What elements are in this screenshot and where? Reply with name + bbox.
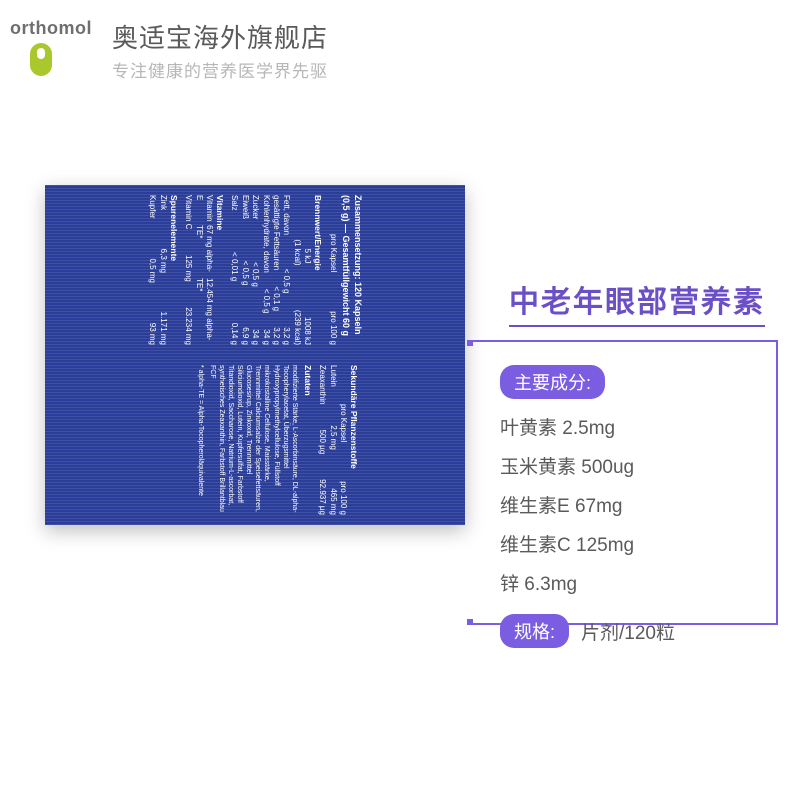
ingredient-item: 维生素E 67mg xyxy=(500,491,730,518)
ingredients-panel: 主要成分: 叶黄素 2.5mg 玉米黄素 500ug 维生素E 67mg 维生素… xyxy=(500,365,730,648)
trace-header: Spurenelemente xyxy=(168,195,179,345)
brand-name: orthomol xyxy=(10,18,92,39)
zutaten-text: modifizierte Stärke, L-Ascorbinsäure, DL… xyxy=(208,365,299,515)
ingredients-label: 主要成分: xyxy=(500,365,605,399)
secondary-header: Sekundäre Pflanzenstoffe xyxy=(348,365,359,515)
nut-col-headers: pro Kapsel pro 100 g xyxy=(327,195,337,345)
store-titles: 奥适宝海外旗舰店 专注健康的营养医学界先驱 xyxy=(112,18,328,82)
header: orthomol 奥适宝海外旗舰店 专注健康的营养医学界先驱 xyxy=(10,18,328,82)
footnote: * alpha-TE = Alpha-Tocopheroläquivalente xyxy=(196,365,205,515)
ingredient-item: 玉米黄素 500ug xyxy=(500,452,730,479)
nutrition-label: Zusammensetzung: 120 Kapseln (0,5 g) — G… xyxy=(45,185,465,525)
energy-header: Brennwert/Energie xyxy=(312,195,323,345)
spec-row: 规格: 片剂/120粒 xyxy=(500,614,730,648)
vitamins-header: Vitamine xyxy=(214,195,225,345)
brand-logo: orthomol xyxy=(10,18,92,76)
store-name: 奥适宝海外旗舰店 xyxy=(112,18,328,55)
pill-icon xyxy=(30,43,52,76)
ingredient-item: 锌 6.3mg xyxy=(500,569,730,596)
spec-value: 片剂/120粒 xyxy=(581,618,675,645)
ingredient-item: 维生素C 125mg xyxy=(500,530,730,557)
store-tagline: 专注健康的营养医学界先驱 xyxy=(112,57,328,82)
nut-title: Zusammensetzung: 120 Kapseln (0,5 g) — G… xyxy=(340,195,363,345)
ingredients-list: 叶黄素 2.5mg 玉米黄素 500ug 维生素E 67mg 维生素C 125m… xyxy=(500,413,730,596)
ingredient-item: 叶黄素 2.5mg xyxy=(500,413,730,440)
zutaten-header: Zutaten xyxy=(302,365,313,515)
spec-label: 规格: xyxy=(500,614,569,648)
product-title: 中老年眼部营养素 xyxy=(509,277,765,321)
nutrition-content: Zusammensetzung: 120 Kapseln (0,5 g) — G… xyxy=(147,195,363,515)
